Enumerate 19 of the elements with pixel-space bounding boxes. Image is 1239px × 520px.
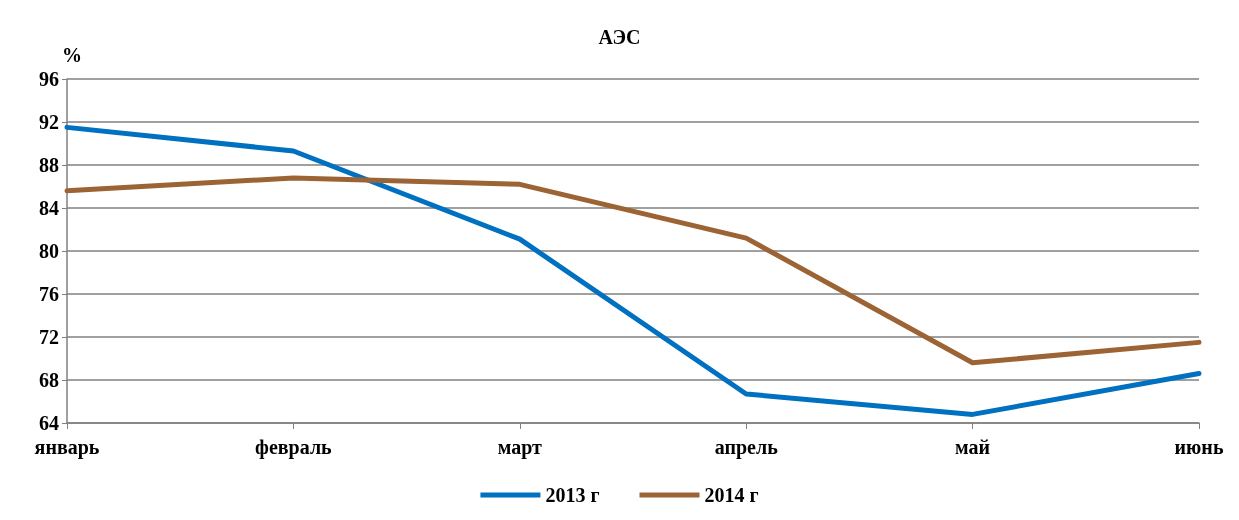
y-tick-label: 76 <box>39 283 59 305</box>
x-tick-label: март <box>497 436 543 459</box>
y-tick-label: 64 <box>39 412 59 434</box>
y-axis-title: % <box>62 44 82 66</box>
y-tick-label: 92 <box>39 111 59 133</box>
chart-title: АЭС <box>598 26 641 48</box>
y-tick-label: 80 <box>39 240 59 262</box>
x-tick-label: июнь <box>1174 436 1224 458</box>
x-tick-label: май <box>955 436 991 458</box>
y-tick-label: 72 <box>39 326 59 348</box>
legend-label: 2013 г <box>545 484 600 506</box>
x-tick-label: февраль <box>255 436 333 459</box>
y-tick-label: 68 <box>39 369 59 391</box>
y-tick-label: 84 <box>39 197 59 219</box>
y-tick-label: 88 <box>39 154 59 176</box>
x-tick-label: апрель <box>714 436 779 459</box>
y-tick-label: 96 <box>39 68 59 90</box>
legend-label: 2014 г <box>704 484 759 506</box>
x-tick-label: январь <box>34 436 100 459</box>
